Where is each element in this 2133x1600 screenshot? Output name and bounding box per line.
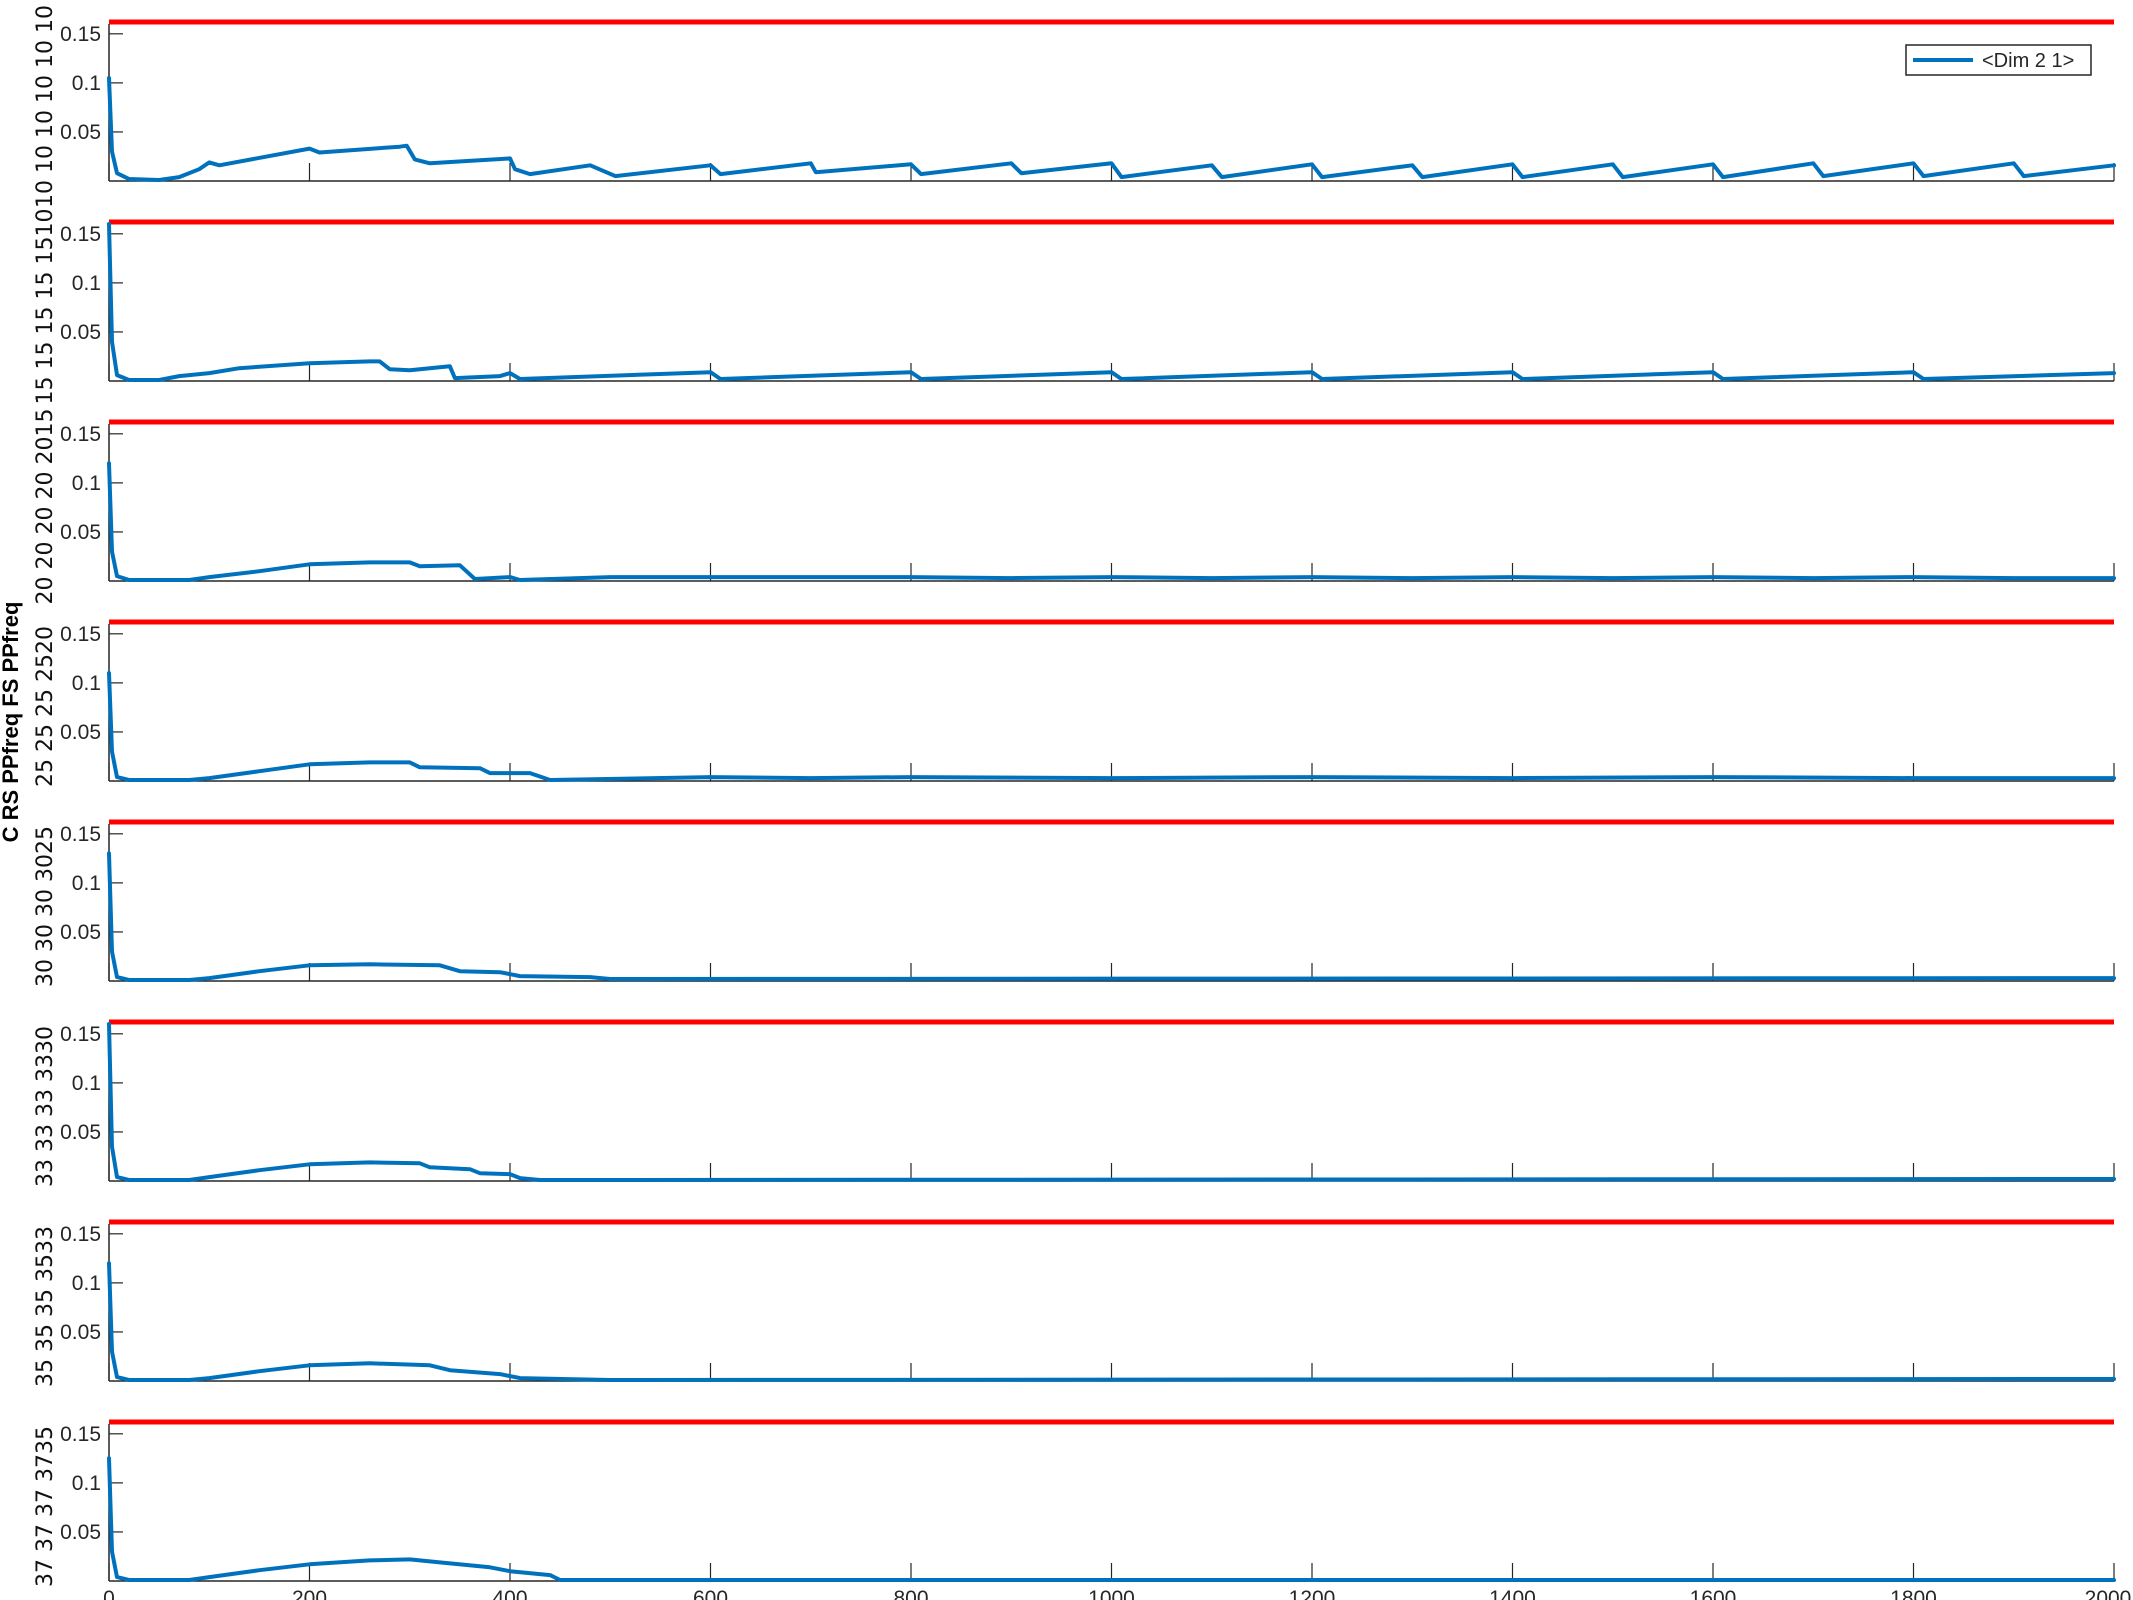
y-tick-label: 0.05 xyxy=(60,1121,101,1144)
y-axis-label: C RS PPfreq FS PPfreq xyxy=(0,602,23,843)
x-tick-label: 1800 xyxy=(1890,1587,1937,1600)
x-tick-label: 1600 xyxy=(1690,1587,1737,1600)
y-tick-label: 0.1 xyxy=(72,272,101,295)
x-tick-label: 400 xyxy=(492,1587,527,1600)
series-line xyxy=(107,1261,2116,1382)
series-line xyxy=(107,851,2116,982)
panel-side-label: 10 10 10 10 10 10 xyxy=(33,5,58,208)
panel-side-label: 15 15 15 15 1510 xyxy=(33,209,58,405)
series-line xyxy=(107,76,2116,182)
y-tick-label: 0.1 xyxy=(72,472,101,495)
panel-side-label: 35 35 35 3533 xyxy=(33,1226,58,1387)
series-line xyxy=(107,222,2116,382)
x-tick-label: 2000 xyxy=(2085,1587,2132,1600)
panel-side-label: 37 37 37 3735 xyxy=(33,1426,58,1587)
y-tick-label: 0.05 xyxy=(60,521,101,544)
subplot-panels: 0.050.10.1510 10 10 10 10 100.050.10.151… xyxy=(33,5,2116,1587)
series-line xyxy=(107,1456,2116,1582)
x-tick-label: 0 xyxy=(103,1587,115,1600)
x-tick-label: 600 xyxy=(693,1587,728,1600)
y-tick-label: 0.05 xyxy=(60,1321,101,1344)
y-tick-label: 0.05 xyxy=(60,321,101,344)
y-tick-label: 0.1 xyxy=(72,1272,101,1295)
legend-label: <Dim 2 1> xyxy=(1982,50,2074,72)
y-tick-label: 0.05 xyxy=(60,721,101,744)
y-tick-label: 0.15 xyxy=(60,223,101,246)
y-tick-label: 0.1 xyxy=(72,672,101,695)
y-tick-label: 0.15 xyxy=(60,1223,101,1246)
x-tick-label: 200 xyxy=(292,1587,327,1600)
panel-side-label: 20 20 20 20 2015 xyxy=(33,409,58,605)
x-tick-label: 1400 xyxy=(1489,1587,1536,1600)
x-tick-labels: 0 200 400 600 800 1000 1200 1400 1600 1800 2000 xyxy=(103,1587,2131,1600)
y-tick-label: 0.05 xyxy=(60,1521,101,1544)
y-tick-label: 0.1 xyxy=(72,72,101,95)
y-tick-label: 0.1 xyxy=(72,1072,101,1095)
panel-side-label: 33 33 33 3330 xyxy=(33,1026,58,1187)
y-tick-label: 0.05 xyxy=(60,921,101,944)
y-tick-label: 0.1 xyxy=(72,1472,101,1495)
y-tick-label: 0.15 xyxy=(60,423,101,446)
subplot-panel: 0.05 0.1 0.1510 10 10 10 10 10 xyxy=(33,5,2116,208)
panel-side-label: 30 30 30 3025 xyxy=(33,826,58,987)
series-line xyxy=(107,1022,2116,1182)
y-tick-label: 0.15 xyxy=(60,623,101,646)
y-tick-label: 0.15 xyxy=(60,23,101,46)
x-tick-label: 1200 xyxy=(1289,1587,1336,1600)
x-tick-label: 800 xyxy=(893,1587,928,1600)
y-tick-label: 0.15 xyxy=(60,1023,101,1046)
y-tick-label: 0.1 xyxy=(72,872,101,895)
legend: <Dim 2 1> xyxy=(1905,44,2092,76)
x-tick-label: 1000 xyxy=(1088,1587,1135,1600)
y-tick-label: 0.15 xyxy=(60,1423,101,1446)
series-line xyxy=(107,461,2116,582)
y-tick-label: 0.15 xyxy=(60,823,101,846)
series-line xyxy=(107,671,2116,782)
y-tick-label: 0.05 xyxy=(60,121,101,144)
panel-side-label: 25 25 25 2520 xyxy=(33,626,58,787)
